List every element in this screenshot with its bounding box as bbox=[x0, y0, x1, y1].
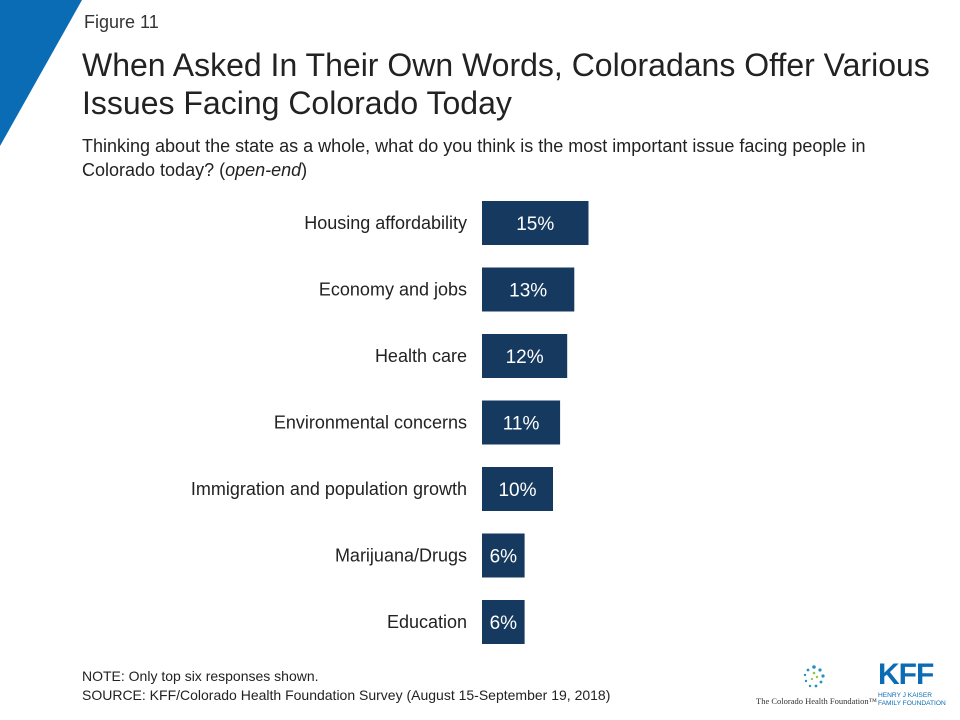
bar bbox=[482, 467, 553, 511]
kff-line2: FAMILY FOUNDATION bbox=[878, 700, 946, 707]
bar bbox=[482, 267, 575, 312]
bar-value-label: 15% bbox=[516, 214, 554, 235]
note-text: NOTE: Only top six responses shown. bbox=[82, 668, 319, 684]
bar-chart: Housing affordability 15% Economy and jobs… bbox=[191, 201, 589, 644]
kff-subtitle: HENRY J KAISER FAMILY FOUNDATION bbox=[878, 692, 946, 708]
bar bbox=[482, 400, 561, 445]
logos: The Colorado Health Foundation™ KFF HENR… bbox=[756, 658, 952, 716]
category-label: Marijuana/Drugs bbox=[335, 546, 467, 566]
category-label: Economy and jobs bbox=[319, 280, 467, 300]
colorado-health-foundation-logo: The Colorado Health Foundation™ bbox=[756, 660, 877, 716]
category-label: Education bbox=[387, 612, 467, 632]
chart-title: When Asked In Their Own Words, Coloradan… bbox=[82, 47, 930, 121]
footnote: NOTE: Only top six responses shown. SOUR… bbox=[82, 667, 610, 705]
bar bbox=[482, 600, 525, 644]
bar-value-label: 6% bbox=[490, 613, 518, 634]
bar-value-label: 12% bbox=[506, 347, 544, 368]
source-text: SOURCE: KFF/Colorado Health Foundation S… bbox=[82, 687, 611, 703]
kff-line1: HENRY J KAISER bbox=[878, 692, 932, 699]
category-label: Health care bbox=[375, 346, 467, 366]
kff-mark: KFF bbox=[878, 658, 934, 691]
subtitle-close: ) bbox=[301, 160, 308, 180]
bar-value-label: 10% bbox=[498, 480, 536, 501]
bar-value-label: 11% bbox=[503, 414, 540, 435]
category-label: Environmental concerns bbox=[274, 413, 467, 433]
kff-logo: KFF HENRY J KAISER FAMILY FOUNDATION bbox=[878, 658, 952, 716]
bar-value-label: 6% bbox=[490, 547, 518, 568]
category-label: Immigration and population growth bbox=[191, 479, 467, 499]
bar bbox=[482, 533, 525, 578]
bar-value-label: 13% bbox=[509, 281, 547, 302]
chf-burst-icon bbox=[803, 665, 825, 688]
category-label: Housing affordability bbox=[304, 213, 467, 233]
chart-subtitle: Thinking about the state as a whole, wha… bbox=[82, 134, 922, 182]
chf-name: The Colorado Health Foundation™ bbox=[756, 696, 877, 706]
bar bbox=[482, 334, 568, 378]
subtitle-italic: open-end bbox=[225, 160, 302, 180]
figure-label: Figure 11 bbox=[84, 12, 159, 32]
corner-accent-shape bbox=[0, 0, 82, 146]
bar bbox=[482, 201, 589, 245]
subtitle-text: Thinking about the state as a whole, wha… bbox=[82, 136, 866, 180]
